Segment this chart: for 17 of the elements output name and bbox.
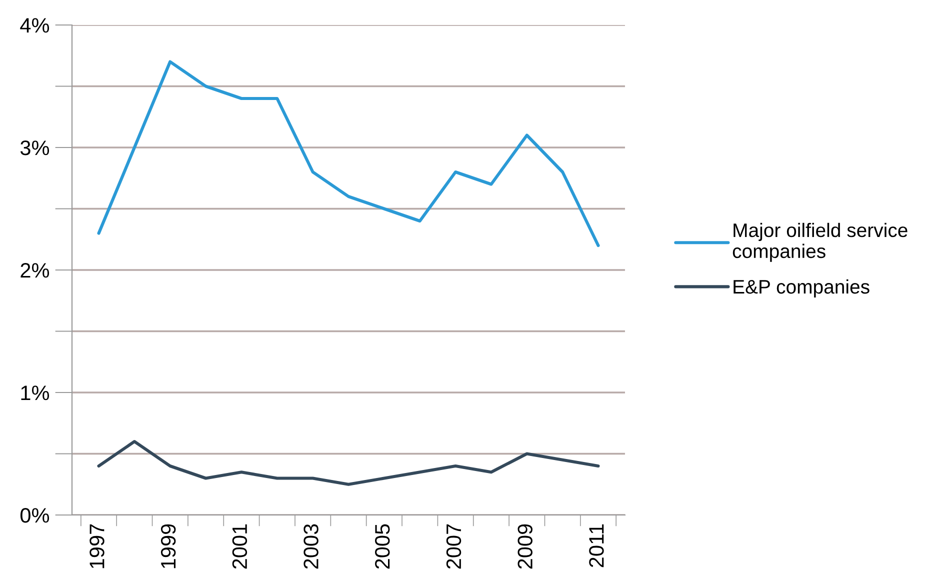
line-series: [97, 60, 600, 248]
x-tick-label: 2005: [375, 524, 390, 569]
x-tick-label: 2001: [232, 524, 248, 569]
x-tick-label: 2009: [518, 524, 532, 569]
y-tick-label: 2%: [20, 263, 50, 278]
y-tick-label: 1%: [21, 386, 50, 400]
x-tick-label: 2003: [304, 524, 318, 569]
x-tick-label: 1997: [90, 524, 104, 568]
legend-label: Major oilfield service companies: [732, 222, 908, 262]
y-tick-label: 3%: [20, 140, 50, 156]
x-tick-label: 2011: [589, 524, 604, 568]
y-tick-label: 4%: [20, 18, 50, 33]
x-tick-label: 1999: [160, 524, 176, 568]
y-tick-label: 0%: [20, 508, 50, 523]
line-series: [97, 440, 600, 486]
legend-label: E&P companies: [734, 279, 870, 298]
x-tick-label: 2007: [446, 524, 462, 569]
